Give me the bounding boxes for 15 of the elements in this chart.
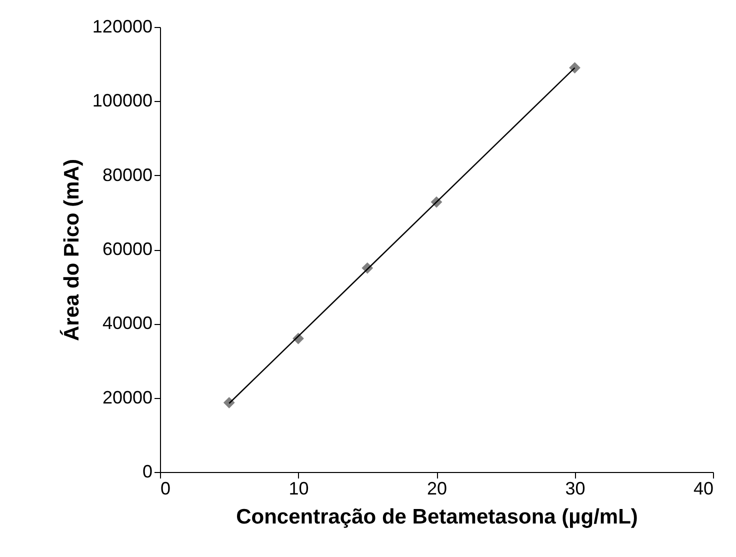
x-axis-title: Concentração de Betametasona (µg/mL) <box>236 506 638 528</box>
y-tick-label: 40000 <box>102 313 152 334</box>
y-tick-label: 100000 <box>92 90 152 111</box>
x-tick-label: 20 <box>426 478 448 498</box>
point <box>569 62 580 74</box>
y-tick-label: 0 <box>142 462 152 482</box>
y-tick-label: 80000 <box>102 164 152 185</box>
x-tick-label: 40 <box>693 478 714 498</box>
x-tick-label: 0 <box>160 478 171 498</box>
y-axis-title: Área do Pico (mA) <box>59 158 84 342</box>
y-tick-label: 20000 <box>102 387 152 408</box>
y-tick-label: 120000 <box>92 16 152 36</box>
y-tick-label: 60000 <box>102 239 152 259</box>
x-tick-label: 30 <box>565 478 586 498</box>
x-tick-label: 10 <box>288 478 309 498</box>
